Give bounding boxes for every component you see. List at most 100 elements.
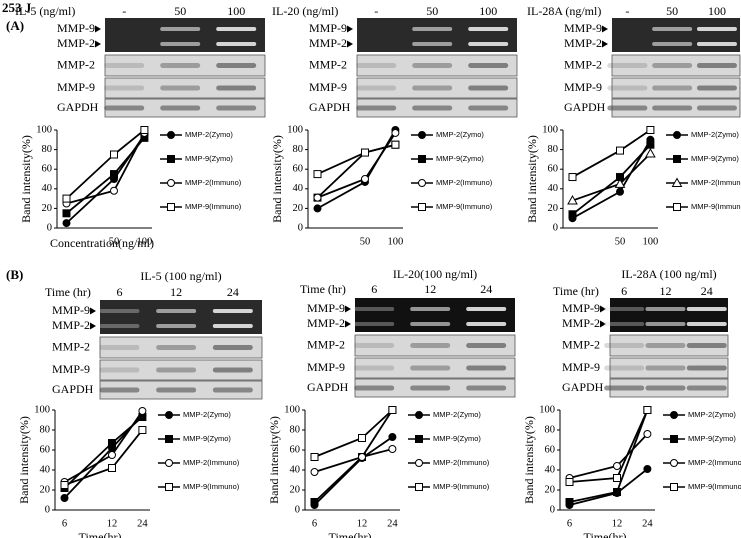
marker bbox=[568, 210, 577, 219]
western-blot bbox=[609, 334, 729, 357]
y-tick-label: 0 bbox=[295, 504, 300, 515]
band-label: MMP-2 bbox=[57, 36, 95, 50]
legend-label: MMP-9(Immuno) bbox=[436, 202, 493, 211]
marker bbox=[108, 464, 116, 472]
legend-label: MMP-2(Zymo) bbox=[436, 130, 484, 139]
band bbox=[212, 345, 253, 350]
legend-label: MMP-9(Immuno) bbox=[688, 482, 741, 491]
band bbox=[160, 63, 201, 68]
marker bbox=[567, 195, 578, 205]
band bbox=[354, 307, 395, 311]
x-tick-label: 6 bbox=[312, 518, 317, 529]
x-tick-label: 12 bbox=[612, 518, 623, 529]
band bbox=[604, 343, 645, 348]
legend-marker bbox=[415, 411, 423, 419]
lane-label: 24 bbox=[227, 285, 239, 299]
lane-label: 50 bbox=[426, 4, 438, 18]
band-label: MMP-9 bbox=[562, 360, 600, 374]
band bbox=[104, 85, 145, 91]
band-label: MMP-2 bbox=[309, 36, 347, 50]
y-tick-label: 60 bbox=[290, 444, 301, 455]
legend-label: MMP-2(Immuno) bbox=[691, 178, 741, 187]
band bbox=[645, 385, 686, 391]
band bbox=[686, 322, 727, 326]
legend-marker bbox=[418, 203, 426, 211]
series-line bbox=[569, 409, 649, 503]
y-axis-label: Band intensity(%) bbox=[19, 135, 33, 223]
y-tick-label: 80 bbox=[548, 144, 559, 155]
marker bbox=[313, 193, 322, 202]
band bbox=[604, 322, 645, 326]
band bbox=[160, 27, 201, 31]
x-axis-label: Concentration(ng/ml) bbox=[50, 236, 154, 250]
marker bbox=[616, 187, 624, 196]
series-line bbox=[313, 409, 394, 503]
y-tick-label: 0 bbox=[45, 504, 50, 515]
marker bbox=[388, 433, 397, 441]
marker bbox=[643, 465, 652, 473]
marker bbox=[361, 148, 369, 157]
legend-marker bbox=[415, 459, 423, 467]
y-tick-label: 80 bbox=[40, 424, 51, 435]
marker bbox=[388, 406, 397, 414]
marker bbox=[108, 451, 116, 459]
marker bbox=[358, 434, 366, 442]
marker bbox=[138, 407, 147, 415]
arrowhead bbox=[95, 25, 101, 33]
band bbox=[212, 387, 253, 393]
marker bbox=[313, 170, 322, 179]
y-axis-label: Band intensity(%) bbox=[17, 416, 31, 504]
legend-label: MMP-2(Immuno) bbox=[183, 458, 240, 467]
legend-marker bbox=[670, 483, 678, 491]
arrowhead bbox=[345, 305, 351, 313]
band bbox=[216, 105, 257, 111]
band bbox=[412, 105, 453, 111]
band bbox=[468, 27, 509, 31]
band bbox=[354, 365, 395, 371]
y-tick-label: 100 bbox=[287, 124, 303, 135]
y-tick-label: 20 bbox=[290, 484, 301, 495]
band-label: MMP-9 bbox=[307, 301, 345, 315]
lane-label: 24 bbox=[480, 282, 492, 296]
legend-marker bbox=[673, 203, 681, 211]
band-label: MMP-2 bbox=[52, 318, 90, 332]
arrowhead bbox=[602, 40, 608, 48]
y-tick-label: 80 bbox=[293, 144, 304, 155]
band-label: GAPDH bbox=[562, 380, 604, 394]
western-blot bbox=[611, 77, 741, 99]
band bbox=[652, 27, 693, 31]
y-tick-label: 60 bbox=[545, 444, 556, 455]
x-tick-label: 12 bbox=[107, 518, 118, 529]
band bbox=[216, 42, 257, 46]
band bbox=[160, 42, 201, 46]
band bbox=[99, 367, 140, 373]
band-label: MMP-9 bbox=[52, 303, 90, 317]
marker bbox=[646, 140, 655, 149]
western-blot bbox=[354, 357, 516, 379]
band bbox=[99, 309, 140, 313]
band bbox=[354, 343, 395, 348]
legend-label: MMP-2(Immuno) bbox=[436, 178, 493, 187]
band bbox=[356, 105, 397, 111]
band bbox=[410, 307, 451, 311]
blot-header: IL-5 (ng/ml) bbox=[15, 4, 75, 18]
y-tick-label: 40 bbox=[293, 183, 304, 194]
marker bbox=[613, 488, 621, 496]
band bbox=[466, 343, 507, 348]
band-label: MMP-9 bbox=[309, 80, 347, 94]
legend-label: MMP-9(Immuno) bbox=[185, 202, 242, 211]
series-line bbox=[572, 139, 652, 219]
lane-label: 100 bbox=[708, 4, 726, 18]
band-label: MMP-2 bbox=[307, 337, 345, 351]
band bbox=[410, 365, 451, 371]
band bbox=[607, 63, 648, 68]
legend-marker bbox=[670, 411, 678, 419]
legend-label: MMP-9(Immuno) bbox=[691, 202, 741, 211]
band bbox=[468, 85, 509, 91]
arrowhead bbox=[600, 320, 606, 328]
y-tick-label: 0 bbox=[47, 222, 52, 233]
x-tick-label: 100 bbox=[643, 236, 659, 247]
x-tick-label: 12 bbox=[357, 518, 368, 529]
band bbox=[604, 385, 645, 391]
